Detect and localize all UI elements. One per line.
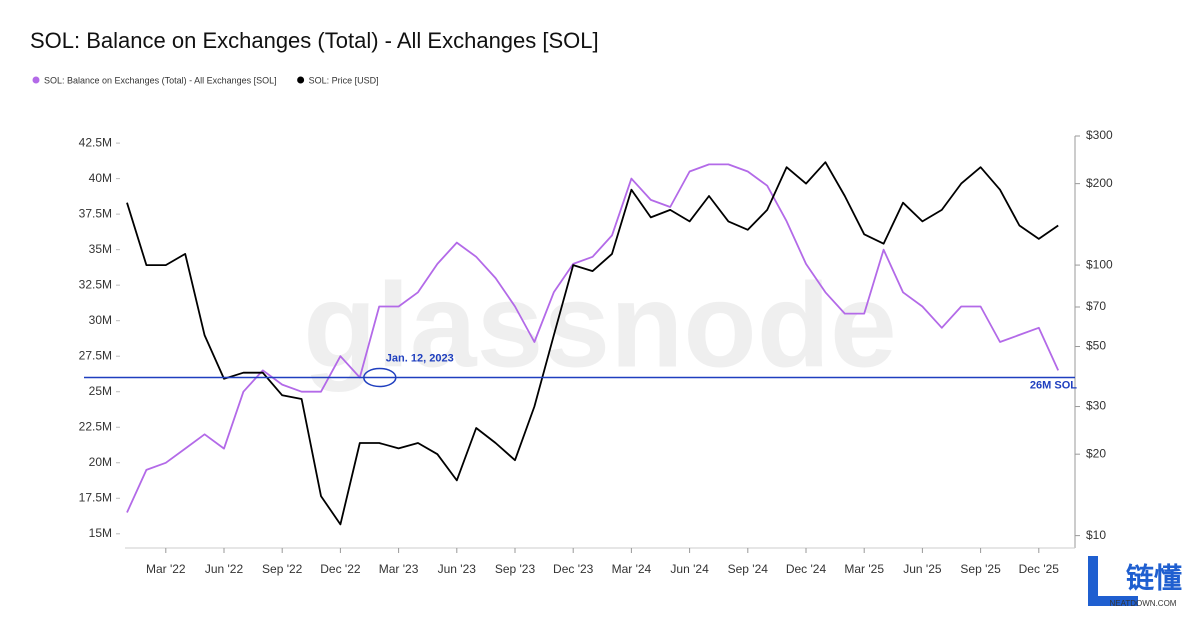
x-tick-label: Mar '24 xyxy=(612,562,652,576)
y2-tick-label: $20 xyxy=(1086,446,1106,460)
y2-tick-label: $100 xyxy=(1086,257,1113,271)
x-tick-label: Jun '23 xyxy=(438,562,477,576)
x-tick-label: Jun '25 xyxy=(903,562,942,576)
y-tick-label: 25M xyxy=(89,384,112,398)
x-tick-label: Mar '23 xyxy=(379,562,419,576)
x-tick-label: Dec '24 xyxy=(786,562,827,576)
y2-tick-label: $200 xyxy=(1086,176,1113,190)
y-tick-label: 30M xyxy=(89,313,112,327)
y2-tick-label: $50 xyxy=(1086,339,1106,353)
chart-title: SOL: Balance on Exchanges (Total) - All … xyxy=(30,28,599,53)
y2-tick-label: $70 xyxy=(1086,299,1106,313)
annotation-ellipse xyxy=(363,367,397,388)
x-tick-label: Mar '22 xyxy=(146,562,186,576)
y-tick-label: 40M xyxy=(89,171,112,185)
x-tick-label: Dec '25 xyxy=(1019,562,1060,576)
y2-tick-label: $300 xyxy=(1086,128,1113,142)
reference-label: 26M SOL xyxy=(1030,379,1077,391)
y-tick-label: 35M xyxy=(89,242,112,256)
x-tick-label: Sep '24 xyxy=(728,562,769,576)
x-tick-label: Dec '22 xyxy=(320,562,361,576)
y-tick-label: 17.5M xyxy=(79,490,112,504)
series-line xyxy=(126,163,1060,513)
logo-title: 链懂 xyxy=(1126,562,1182,593)
legend-marker xyxy=(297,76,305,84)
y2-tick-label: $30 xyxy=(1086,399,1106,413)
legend-label: SOL: Price [USD] xyxy=(309,75,379,85)
x-tick-label: Jun '22 xyxy=(205,562,244,576)
legend-label: SOL: Balance on Exchanges (Total) - All … xyxy=(44,75,277,85)
annotation-text: Jan. 12, 2023 xyxy=(386,352,454,364)
x-tick-label: Dec '23 xyxy=(553,562,594,576)
logo-subtitle: NEATDOWN.COM xyxy=(1110,599,1177,608)
legend-marker xyxy=(32,76,40,84)
y2-tick-label: $10 xyxy=(1086,528,1106,542)
x-tick-label: Sep '25 xyxy=(960,562,1001,576)
logo-mark xyxy=(1088,556,1138,606)
x-tick-label: Jun '24 xyxy=(670,562,709,576)
x-tick-label: Sep '22 xyxy=(262,562,303,576)
x-tick-label: Sep '23 xyxy=(495,562,536,576)
y-tick-label: 22.5M xyxy=(79,419,112,433)
y-tick-label: 15M xyxy=(89,526,112,540)
watermark: glassnode xyxy=(303,259,897,393)
y-tick-label: 42.5M xyxy=(79,135,112,149)
series-line xyxy=(126,161,1059,526)
y-tick-label: 32.5M xyxy=(79,277,112,291)
y-tick-label: 27.5M xyxy=(79,348,112,362)
x-tick-label: Mar '25 xyxy=(844,562,884,576)
y-tick-label: 20M xyxy=(89,455,112,469)
y-tick-label: 37.5M xyxy=(79,206,112,220)
